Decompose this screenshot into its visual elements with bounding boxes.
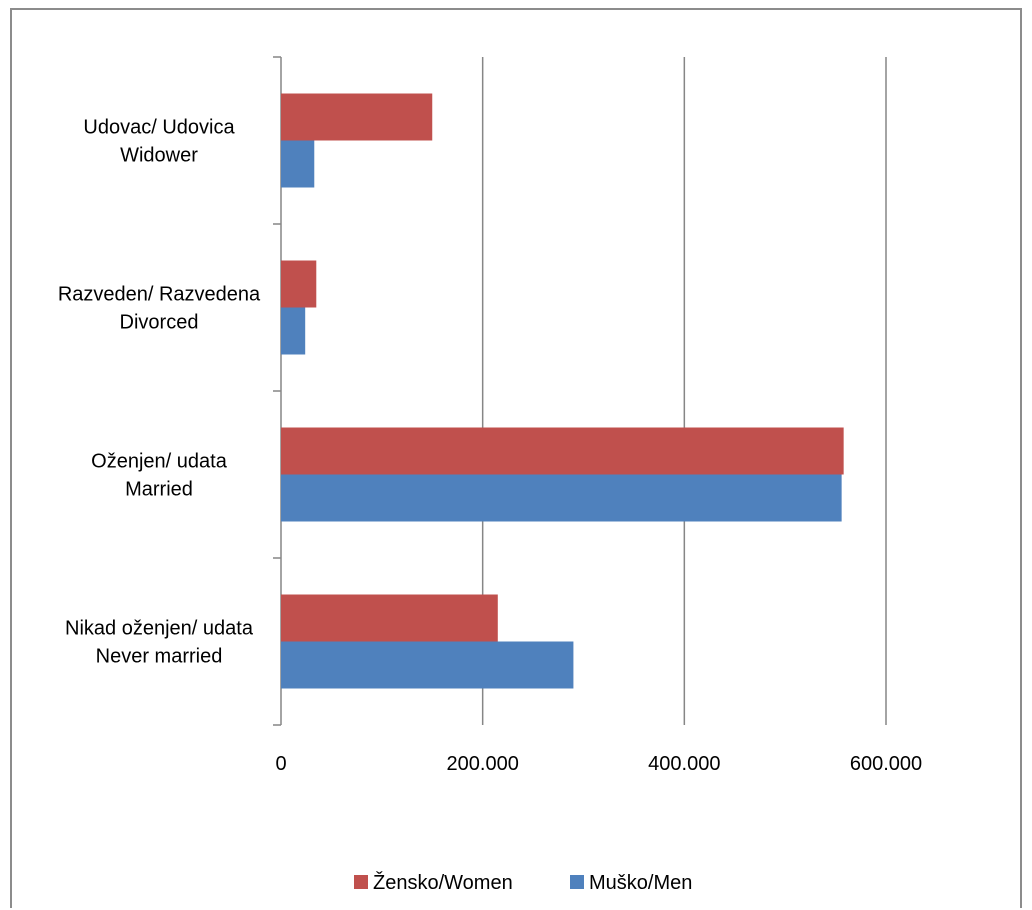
bar-men-0 bbox=[281, 641, 574, 689]
bar-men-1 bbox=[281, 474, 842, 522]
legend-swatch-1 bbox=[570, 875, 584, 889]
bar-women-0 bbox=[281, 594, 498, 642]
category-label-1-0: Oženjen/ udata bbox=[91, 451, 228, 473]
bar-men-3 bbox=[281, 140, 315, 188]
legend-label-1: Muško/Men bbox=[589, 872, 692, 894]
category-label-0-0: Nikad oženjen/ udata bbox=[65, 618, 254, 640]
bar-women-3 bbox=[281, 93, 433, 141]
bar-men-2 bbox=[281, 307, 306, 355]
chart-frame: Nikad oženjen/ udata Never married Oženjen… bbox=[10, 8, 1022, 908]
legend-label-0: Žensko/Women bbox=[373, 871, 513, 894]
category-label-0-1: Never married bbox=[96, 646, 223, 668]
bar-women-1 bbox=[281, 427, 844, 475]
legend-swatch-0 bbox=[354, 875, 368, 889]
category-label-2-1: Divorced bbox=[120, 312, 199, 334]
bar-chart: Nikad oženjen/ udata Never married Oženjen… bbox=[58, 56, 922, 894]
x-tick-label-1: 200.000 bbox=[447, 753, 519, 775]
bar-women-2 bbox=[281, 260, 317, 308]
category-label-3-1: Widower bbox=[120, 145, 198, 167]
x-tick-label-0: 0 bbox=[275, 753, 286, 775]
category-label-2-0: Razveden/ Razvedena bbox=[58, 284, 261, 306]
x-tick-label-2: 400.000 bbox=[648, 753, 720, 775]
x-tick-label-3: 600.000 bbox=[850, 753, 922, 775]
category-label-1-1: Married bbox=[125, 479, 193, 501]
category-label-3-0: Udovac/ Udovica bbox=[83, 117, 235, 139]
